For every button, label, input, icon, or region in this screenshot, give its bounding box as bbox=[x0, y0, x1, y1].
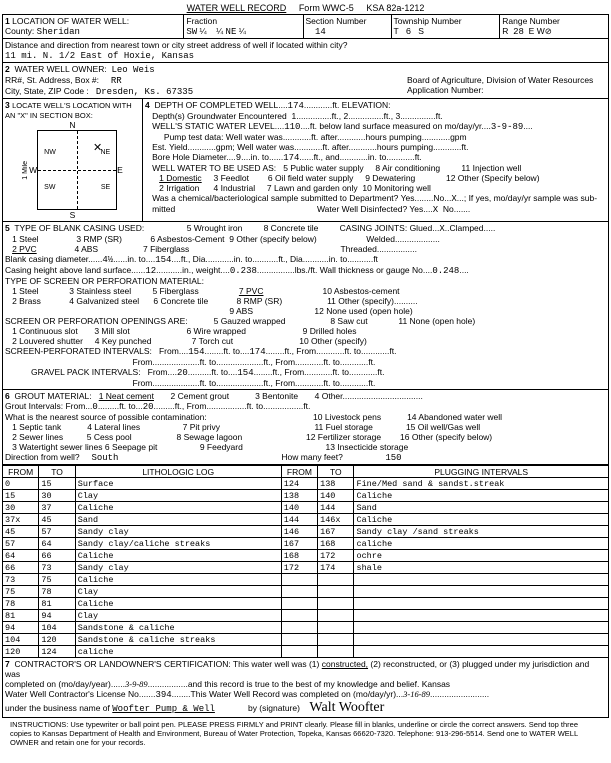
section-7: 7 CONTRACTOR'S OR LANDOWNER'S CERTIFICAT… bbox=[2, 658, 609, 718]
section-1: 1 LOCATION OF WATER WELL: County: Sherid… bbox=[2, 14, 609, 63]
lithologic-log-table: FROM TO LITHOLOGIC LOG FROM TO PLUGGING … bbox=[2, 465, 609, 658]
section-2: 2 WATER WELL OWNER: Leo Weis RR#, St. Ad… bbox=[2, 63, 609, 99]
section-box-diagram: NW NE SW SE ✕ bbox=[37, 130, 117, 210]
section-5: 5 TYPE OF BLANK CASING USED: 5 Wrought i… bbox=[2, 222, 609, 390]
section-3-4: 3 LOCATE WELL'S LOCATION WITH AN "X" IN … bbox=[2, 99, 609, 222]
section-6: 6 GROUT MATERIAL: 1 Neat cement 2 Cement… bbox=[2, 390, 609, 465]
instructions: INSTRUCTIONS: Use typewriter or ball poi… bbox=[2, 718, 609, 749]
form-title: WATER WELL RECORD Form WWC-5 KSA 82a-121… bbox=[2, 2, 609, 14]
